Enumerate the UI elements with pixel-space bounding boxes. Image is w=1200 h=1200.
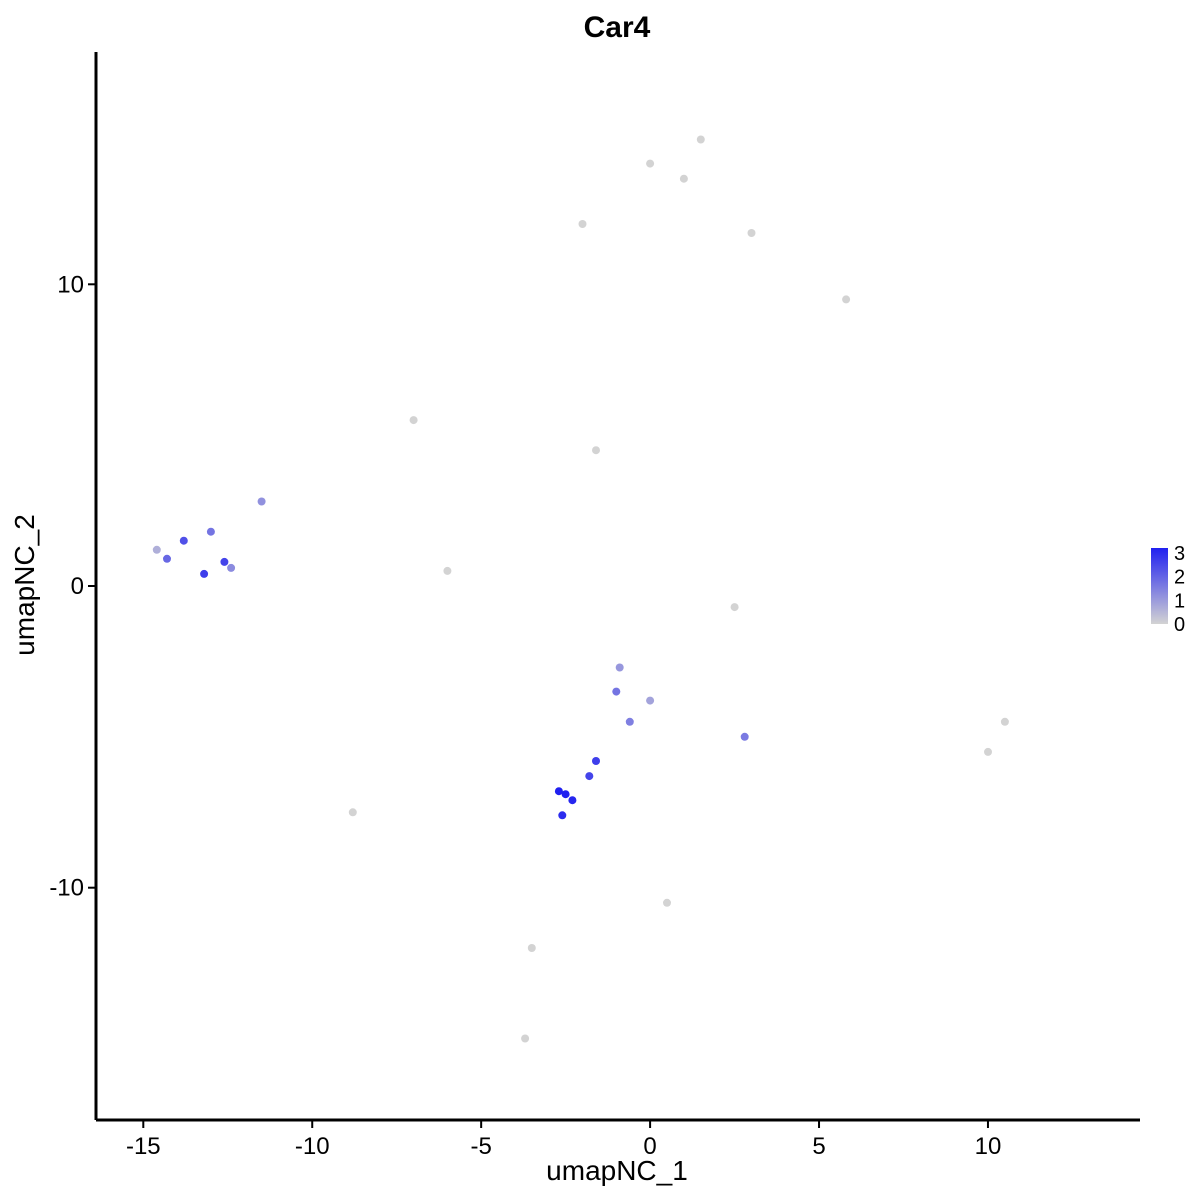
data-point-0 xyxy=(646,159,655,168)
y-tick-label: 10 xyxy=(57,271,84,298)
data-point-26 xyxy=(179,536,188,545)
data-point-2 xyxy=(696,135,705,144)
ticks-layer: -15 -10 -5 0 5 10 -10 0 10 xyxy=(49,271,1001,1160)
data-point-21 xyxy=(625,717,634,726)
data-point-18 xyxy=(615,663,624,672)
y-tick-label: -10 xyxy=(49,875,84,902)
data-point-25 xyxy=(163,554,171,563)
data-point-29 xyxy=(200,569,209,578)
x-axis-title: umapNC_1 xyxy=(546,1155,688,1186)
data-point-5 xyxy=(842,295,851,304)
legend-label: 0 xyxy=(1174,614,1185,636)
data-point-14 xyxy=(521,1034,530,1043)
data-point-13 xyxy=(527,944,536,952)
data-point-27 xyxy=(220,557,229,566)
x-tick-label: -10 xyxy=(295,1133,330,1160)
data-point-34 xyxy=(554,787,563,796)
data-point-16 xyxy=(152,545,161,554)
data-point-31 xyxy=(558,811,567,820)
y-axis-title: umapNC_2 xyxy=(9,514,40,656)
data-point-32 xyxy=(568,796,577,805)
data-point-10 xyxy=(443,566,452,575)
data-point-3 xyxy=(747,229,756,237)
data-point-11 xyxy=(730,603,739,612)
x-tick-label: 10 xyxy=(975,1133,1002,1160)
data-point-20 xyxy=(227,563,236,572)
chart-title: Car4 xyxy=(584,11,651,44)
data-point-9 xyxy=(592,446,600,455)
legend-colorbar xyxy=(1151,548,1168,624)
x-tick-label: -15 xyxy=(126,1133,161,1160)
data-point-1 xyxy=(679,174,688,183)
data-point-8 xyxy=(348,808,357,817)
legend-label: 3 xyxy=(1174,543,1185,565)
data-point-24 xyxy=(612,687,621,696)
x-tick-label: 5 xyxy=(812,1133,825,1160)
data-point-4 xyxy=(578,220,587,228)
data-point-12 xyxy=(409,416,418,425)
legend-label: 2 xyxy=(1174,567,1185,589)
data-point-7 xyxy=(984,747,992,756)
data-point-33 xyxy=(561,790,570,799)
x-tick-label: 0 xyxy=(643,1133,656,1160)
legend-label: 1 xyxy=(1174,590,1185,612)
data-point-19 xyxy=(257,497,266,506)
data-point-6 xyxy=(1000,717,1009,726)
data-point-22 xyxy=(740,732,749,741)
y-tick-label: 0 xyxy=(71,573,84,600)
data-point-15 xyxy=(663,898,671,907)
data-point-30 xyxy=(592,757,600,765)
data-point-17 xyxy=(646,696,655,705)
points-layer xyxy=(152,135,1009,1043)
x-tick-label: -5 xyxy=(470,1133,491,1160)
data-point-28 xyxy=(585,772,594,781)
data-point-23 xyxy=(206,527,215,536)
